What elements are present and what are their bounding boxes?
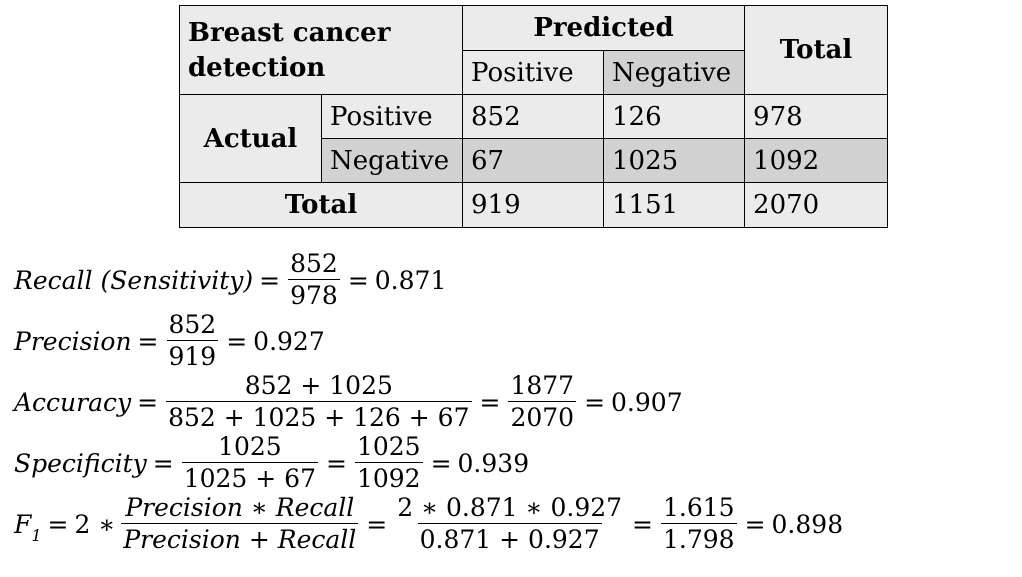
accuracy-formula: Accuracy = 852 + 1025 852 + 1025 + 126 +… (14, 371, 683, 433)
predicted-header: Predicted (462, 5, 746, 51)
specificity-label: Specificity (14, 448, 147, 478)
f1-fraction-1: Precision ∗ Recall Precision + Recall (121, 493, 359, 555)
actual-negative-label: Negative (320, 138, 464, 183)
predicted-positive-header: Positive (462, 50, 605, 95)
accuracy-fraction-2: 1877 2070 (508, 371, 577, 433)
recall-fraction: 852 978 (288, 249, 340, 311)
predicted-negative-header: Negative (603, 50, 746, 95)
specificity-formula: Specificity = 1025 1025 + 67 = 1025 1092… (14, 432, 530, 494)
recall-formula: Recall (Sensitivity) = 852 978 = 0.871 (14, 249, 447, 311)
cell-actual-positive-total: 978 (744, 94, 889, 139)
actual-header: Actual (179, 94, 322, 183)
precision-result: 0.927 (253, 326, 325, 356)
specificity-fraction-1: 1025 1025 + 67 (181, 432, 318, 494)
accuracy-label: Accuracy (14, 387, 132, 417)
accuracy-result: 0.907 (611, 387, 683, 417)
cell-grand-total: 2070 (744, 182, 889, 228)
cell-fn: 126 (603, 94, 746, 139)
specificity-result: 0.939 (457, 448, 530, 478)
f1-fraction-3: 1.615 1.798 (661, 493, 737, 555)
confusion-matrix-table: Breast cancer detection Predicted Total P… (178, 5, 889, 228)
recall-label: Recall (Sensitivity) (14, 265, 254, 295)
precision-label: Precision (14, 326, 132, 356)
precision-formula: Precision = 852 919 = 0.927 (14, 310, 325, 372)
recall-result: 0.871 (374, 265, 447, 295)
table-corner-label: Breast cancer detection (178, 5, 464, 95)
total-column-header: Total (744, 5, 889, 95)
cell-actual-negative-total: 1092 (744, 138, 889, 183)
total-row-header: Total (178, 182, 464, 228)
f1-coefficient: 2 ∗ (74, 509, 116, 539)
f1-label: F1 (14, 509, 42, 545)
f1-result: 0.898 (771, 509, 844, 539)
cell-tn: 1025 (603, 138, 746, 183)
actual-positive-label: Positive (320, 94, 464, 139)
specificity-fraction-2: 1025 1092 (354, 432, 423, 494)
cell-predicted-positive-total: 919 (462, 182, 605, 228)
precision-fraction: 852 919 (166, 310, 219, 372)
f1-formula: F1 = 2 ∗ Precision ∗ Recall Precision + … (14, 493, 844, 555)
f1-fraction-2: 2 ∗ 0.871 ∗ 0.927 0.871 + 0.927 (397, 493, 623, 555)
cell-predicted-negative-total: 1151 (603, 182, 746, 228)
accuracy-fraction-1: 852 + 1025 852 + 1025 + 126 + 67 (166, 371, 472, 433)
cell-fp: 67 (462, 138, 605, 183)
cell-tp: 852 (462, 94, 605, 139)
